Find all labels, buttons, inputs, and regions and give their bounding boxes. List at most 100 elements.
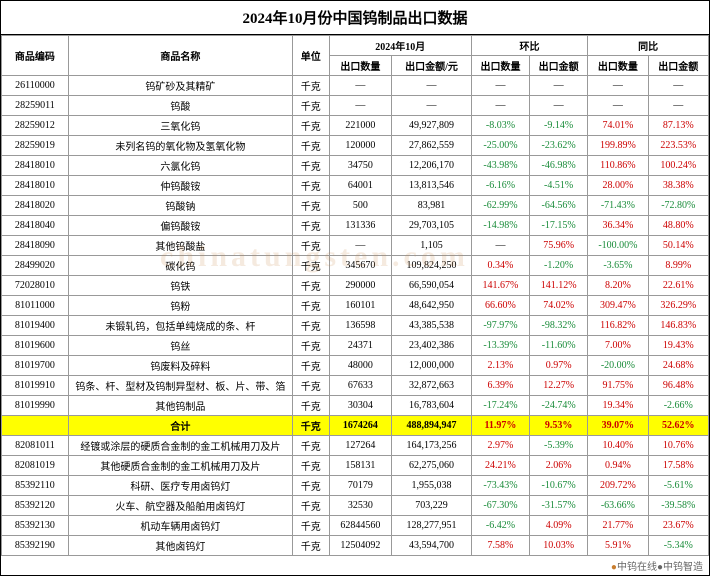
cell-name: 仲钨酸铵	[68, 176, 292, 196]
cell-yq: 91.75%	[588, 376, 648, 396]
cell-ya: 50.14%	[648, 236, 708, 256]
cell-unit: 千克	[292, 476, 329, 496]
cell-qty: —	[329, 76, 392, 96]
table-row: 82081011经镀或涂层的硬质合金制的金工机械用刀及片千克127264164,…	[2, 436, 709, 456]
cell-qty: 158131	[329, 456, 392, 476]
cell-unit: 千克	[292, 116, 329, 136]
table-row: 81019910钨条、杆、型材及钨制异型材、板、片、带、箔千克6763332,8…	[2, 376, 709, 396]
cell-code: 81019990	[2, 396, 69, 416]
cell-name: 未锻轧钨，包括单纯烧成的条、杆	[68, 316, 292, 336]
cell-ma: -23.62%	[530, 136, 588, 156]
cell-ma: -9.14%	[530, 116, 588, 136]
cell-amt: 27,862,559	[392, 136, 472, 156]
cell-qty: 34750	[329, 156, 392, 176]
cell-code: 81019700	[2, 356, 69, 376]
cell-unit: 千克	[292, 416, 329, 436]
cell-code: 28418010	[2, 176, 69, 196]
cell-ya: 146.83%	[648, 316, 708, 336]
col-code: 商品编码	[2, 36, 69, 76]
table-container: 2024年10月份中国钨制品出口数据 chinatungsten.com 商品编…	[0, 0, 710, 576]
table-row: 28259011钨酸千克——————	[2, 96, 709, 116]
cell-amt: 83,981	[392, 196, 472, 216]
col-yoy-qty: 出口数量	[588, 56, 648, 76]
cell-amt: 49,927,809	[392, 116, 472, 136]
cell-unit: 千克	[292, 356, 329, 376]
cell-ma: -5.39%	[530, 436, 588, 456]
cell-qty: 67633	[329, 376, 392, 396]
cell-code	[2, 416, 69, 436]
cell-name: 钨粉	[68, 296, 292, 316]
cell-mq: -6.16%	[471, 176, 529, 196]
cell-qty: 131336	[329, 216, 392, 236]
cell-yq: 28.00%	[588, 176, 648, 196]
cell-mq: -62.99%	[471, 196, 529, 216]
cell-qty: 290000	[329, 276, 392, 296]
cell-amt: 128,277,951	[392, 516, 472, 536]
cell-qty: 48000	[329, 356, 392, 376]
table-row: 81019700钨废料及碎料千克4800012,000,0002.13%0.97…	[2, 356, 709, 376]
cell-ya: 22.61%	[648, 276, 708, 296]
cell-amt: 12,000,000	[392, 356, 472, 376]
table-row: 85392130机动车辆用卤钨灯千克62844560128,277,951-6.…	[2, 516, 709, 536]
cell-qty: 24371	[329, 336, 392, 356]
cell-name: 偏钨酸铵	[68, 216, 292, 236]
cell-ma: 10.03%	[530, 536, 588, 556]
cell-yq: 8.20%	[588, 276, 648, 296]
cell-yq: 0.94%	[588, 456, 648, 476]
cell-mq: 0.34%	[471, 256, 529, 276]
cell-name: 钨丝	[68, 336, 292, 356]
cell-code: 28418010	[2, 156, 69, 176]
cell-mq: 66.60%	[471, 296, 529, 316]
export-data-table: 商品编码 商品名称 单位 2024年10月 环比 同比 出口数量 出口金额/元 …	[1, 35, 709, 556]
cell-mq: 141.67%	[471, 276, 529, 296]
table-row: 28418090其他钨酸盐千克—1,105—75.96%-100.00%50.1…	[2, 236, 709, 256]
table-row: 85392190其他卤钨灯千克1250409243,594,7007.58%10…	[2, 536, 709, 556]
cell-yq: 309.47%	[588, 296, 648, 316]
cell-amt: 164,173,256	[392, 436, 472, 456]
cell-name: 钨酸	[68, 96, 292, 116]
cell-unit: 千克	[292, 176, 329, 196]
cell-code: 85392110	[2, 476, 69, 496]
cell-code: 28499020	[2, 256, 69, 276]
cell-code: 28418090	[2, 236, 69, 256]
cell-name: 其他钨酸盐	[68, 236, 292, 256]
cell-mq: -17.24%	[471, 396, 529, 416]
cell-qty: 62844560	[329, 516, 392, 536]
cell-ya: 48.80%	[648, 216, 708, 236]
cell-qty: —	[329, 236, 392, 256]
cell-yq: 36.34%	[588, 216, 648, 236]
cell-code: 85392190	[2, 536, 69, 556]
cell-qty: 12504092	[329, 536, 392, 556]
cell-ya: -5.34%	[648, 536, 708, 556]
cell-code: 28418040	[2, 216, 69, 236]
cell-yq: 116.82%	[588, 316, 648, 336]
cell-ya: 10.76%	[648, 436, 708, 456]
col-unit: 单位	[292, 36, 329, 76]
cell-amt: 66,590,054	[392, 276, 472, 296]
cell-mq: -97.97%	[471, 316, 529, 336]
cell-code: 81019910	[2, 376, 69, 396]
table-row: 28418040偏钨酸铵千克13133629,703,105-14.98%-17…	[2, 216, 709, 236]
cell-yq: 21.77%	[588, 516, 648, 536]
cell-yq: -71.43%	[588, 196, 648, 216]
cell-ya: -2.66%	[648, 396, 708, 416]
cell-ya: —	[648, 76, 708, 96]
table-header: 商品编码 商品名称 单位 2024年10月 环比 同比 出口数量 出口金额/元 …	[2, 36, 709, 76]
table-row: 28259019未列名钨的氧化物及氢氧化物千克12000027,862,559-…	[2, 136, 709, 156]
cell-mq: 6.39%	[471, 376, 529, 396]
table-row: 81019990其他钨制品千克3030416,783,604-17.24%-24…	[2, 396, 709, 416]
cell-ma: -24.74%	[530, 396, 588, 416]
cell-name: 三氧化钨	[68, 116, 292, 136]
cell-code: 28259019	[2, 136, 69, 156]
cell-ma: 74.02%	[530, 296, 588, 316]
cell-unit: 千克	[292, 276, 329, 296]
cell-amt: 13,813,546	[392, 176, 472, 196]
cell-unit: 千克	[292, 536, 329, 556]
cell-ma: —	[530, 96, 588, 116]
cell-yq: 19.34%	[588, 396, 648, 416]
table-row: 85392110科研、医疗专用卤钨灯千克701791,955,038-73.43…	[2, 476, 709, 496]
cell-name: 六氯化钨	[68, 156, 292, 176]
cell-ma: -11.60%	[530, 336, 588, 356]
cell-yq: 74.01%	[588, 116, 648, 136]
cell-code: 28259012	[2, 116, 69, 136]
